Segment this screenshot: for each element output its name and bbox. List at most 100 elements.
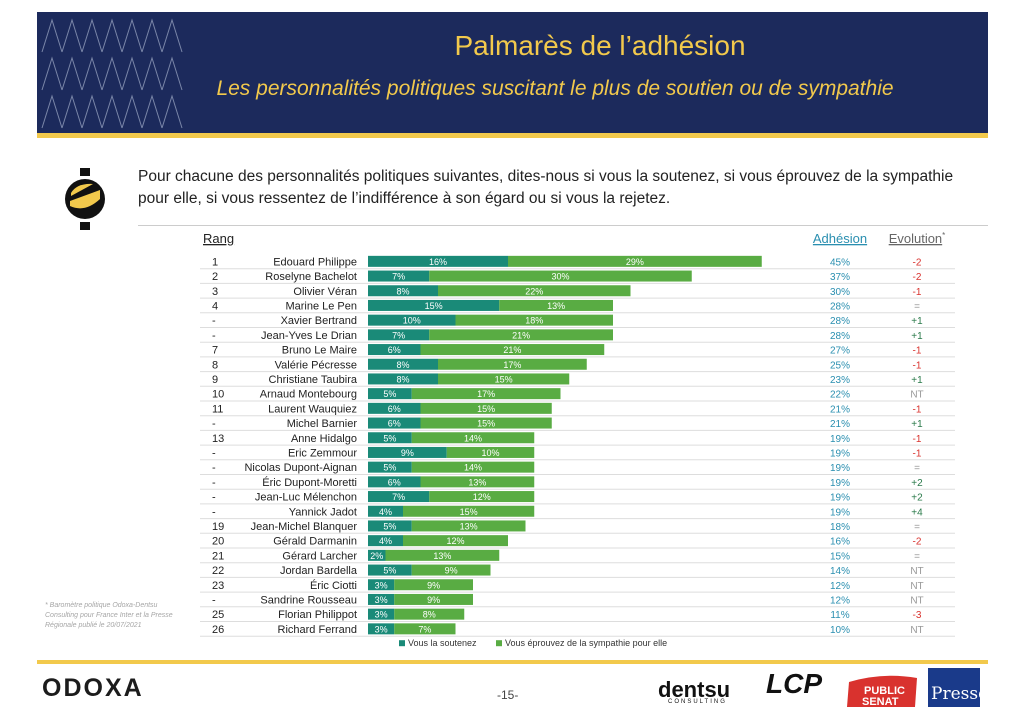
evolution-value: +1 bbox=[911, 316, 923, 327]
rank-label: - bbox=[212, 477, 216, 489]
bar-sympathy-label: 17% bbox=[477, 389, 495, 399]
pattern-zigzag bbox=[81, 18, 103, 53]
adhesion-value: 19% bbox=[830, 434, 850, 445]
chart-row: 1 Edouard Philippe 16% 29% 45% -2 bbox=[200, 255, 955, 270]
bar-support bbox=[368, 358, 438, 370]
chart-row: 23 Éric Ciotti 3% 9% 12% NT bbox=[200, 579, 955, 593]
bar-support bbox=[368, 299, 500, 311]
page-number: -15- bbox=[497, 688, 519, 702]
evolution-value: -3 bbox=[913, 610, 922, 621]
bar-support-label: 4% bbox=[379, 507, 392, 517]
chart-row: 9 Christiane Taubira 8% 15% 23% +1 bbox=[200, 373, 955, 387]
bar-support-label: 8% bbox=[396, 360, 409, 370]
rank-label: 20 bbox=[212, 536, 224, 548]
bar-support-label: 3% bbox=[375, 580, 388, 590]
bar-support-label: 6% bbox=[388, 345, 401, 355]
bar-sympathy bbox=[420, 476, 535, 488]
bar-sympathy-label: 14% bbox=[464, 433, 482, 443]
pattern-zigzag bbox=[61, 94, 83, 129]
person-name: Jean-Luc Mélenchon bbox=[255, 492, 357, 504]
bar-support-label: 2% bbox=[370, 551, 383, 561]
bar-support bbox=[368, 608, 395, 620]
bar-sympathy-label: 10% bbox=[481, 448, 499, 458]
rank-label: - bbox=[212, 492, 216, 504]
bar-sympathy bbox=[411, 564, 491, 576]
rank-label: 26 bbox=[212, 624, 224, 636]
header-banner bbox=[37, 12, 988, 133]
chart-row: - Jean-Yves Le Drian 7% 21% 28% +1 bbox=[200, 329, 955, 343]
person-name: Anne Hidalgo bbox=[291, 433, 357, 445]
chart-row: 13 Anne Hidalgo 5% 14% 19% -1 bbox=[200, 432, 955, 446]
chart-row: 19 Jean-Michel Blanquer 5% 13% 18% = bbox=[200, 520, 955, 534]
person-name: Michel Barnier bbox=[287, 418, 358, 430]
chart-row: 4 Marine Le Pen 15% 13% 28% = bbox=[200, 299, 955, 314]
bar-support-label: 6% bbox=[388, 419, 401, 429]
adhesion-chart: Rang Adhésion Evolution*1 Edouard Philippe 1… bbox=[200, 231, 955, 648]
person-name: Christiane Taubira bbox=[269, 374, 358, 386]
evolution-value: = bbox=[914, 301, 920, 312]
bar-support bbox=[368, 476, 421, 488]
odoxa-logo: ODOXA bbox=[42, 674, 144, 702]
adhesion-value: 11% bbox=[830, 610, 849, 621]
chart-row: 10 Arnaud Montebourg 5% 17% 22% NT bbox=[200, 388, 955, 402]
bar-support bbox=[368, 373, 438, 385]
bar-support bbox=[368, 505, 403, 517]
chart-row: - Jean-Luc Mélenchon 7% 12% 19% +2 bbox=[200, 491, 955, 505]
bar-support bbox=[368, 579, 395, 591]
rank-label: 23 bbox=[212, 580, 224, 592]
bar-support bbox=[368, 432, 412, 444]
chart-row: - Yannick Jadot 4% 15% 19% +4 bbox=[200, 505, 955, 520]
person-name: Sandrine Rousseau bbox=[260, 594, 357, 606]
pattern-zigzag bbox=[121, 18, 143, 53]
pattern-zigzag bbox=[121, 56, 143, 91]
bar-sympathy bbox=[411, 432, 535, 444]
rank-label: - bbox=[212, 315, 216, 327]
header-divider bbox=[37, 133, 988, 138]
public-senat-line-2: SENAT bbox=[862, 696, 899, 707]
bar-support bbox=[368, 270, 430, 282]
odoxa-logo-icon bbox=[65, 168, 105, 230]
header-pattern bbox=[41, 18, 183, 129]
person-name: Jordan Bardella bbox=[280, 565, 358, 577]
pattern-zigzag bbox=[161, 56, 183, 91]
bar-sympathy bbox=[455, 314, 613, 326]
adhesion-header: Adhésion bbox=[813, 231, 867, 246]
bar-support-label: 4% bbox=[379, 536, 392, 546]
pattern-zigzag bbox=[101, 94, 123, 129]
chart-row: - Nicolas Dupont-Aignan 5% 14% 19% = bbox=[200, 461, 955, 475]
bar-sympathy bbox=[508, 255, 762, 267]
rank-label: 13 bbox=[212, 433, 224, 445]
adhesion-value: 21% bbox=[830, 419, 850, 430]
bar-support bbox=[368, 549, 386, 561]
bar-sympathy-label: 7% bbox=[418, 624, 431, 634]
bar-sympathy bbox=[499, 299, 613, 311]
rank-label: - bbox=[212, 330, 216, 342]
bar-sympathy-label: 13% bbox=[460, 521, 478, 531]
bar-support bbox=[368, 285, 438, 297]
bar-sympathy bbox=[385, 549, 500, 561]
chart-row: 11 Laurent Wauquiez 6% 15% 21% -1 bbox=[200, 402, 955, 417]
evolution-value: -2 bbox=[913, 537, 922, 548]
pattern-zigzag bbox=[41, 56, 63, 91]
chart-row: - Sandrine Rousseau 3% 9% 12% NT bbox=[200, 593, 955, 608]
rank-label: 10 bbox=[212, 389, 224, 401]
evolution-value: = bbox=[914, 551, 920, 562]
bar-support-label: 7% bbox=[392, 272, 405, 282]
pattern-zigzag bbox=[81, 56, 103, 91]
presse-logo-text: Presse bbox=[931, 684, 980, 704]
adhesion-value: 12% bbox=[830, 581, 850, 592]
chart-row: 25 Florian Philippot 3% 8% 11% -3 bbox=[200, 608, 955, 622]
evolution-value: -2 bbox=[913, 272, 922, 283]
adhesion-value: 28% bbox=[830, 301, 850, 312]
bar-sympathy-label: 9% bbox=[427, 595, 440, 605]
bar-support-label: 5% bbox=[383, 521, 396, 531]
bar-support-label: 3% bbox=[375, 624, 388, 634]
evolution-value: NT bbox=[910, 581, 923, 592]
person-name: Eric Zemmour bbox=[288, 447, 357, 459]
pattern-zigzag bbox=[41, 18, 63, 53]
bar-sympathy bbox=[411, 388, 561, 400]
person-name: Edouard Philippe bbox=[273, 256, 357, 268]
bar-sympathy-label: 18% bbox=[525, 316, 543, 326]
rank-label: - bbox=[212, 594, 216, 606]
evolution-value: +4 bbox=[911, 507, 923, 518]
